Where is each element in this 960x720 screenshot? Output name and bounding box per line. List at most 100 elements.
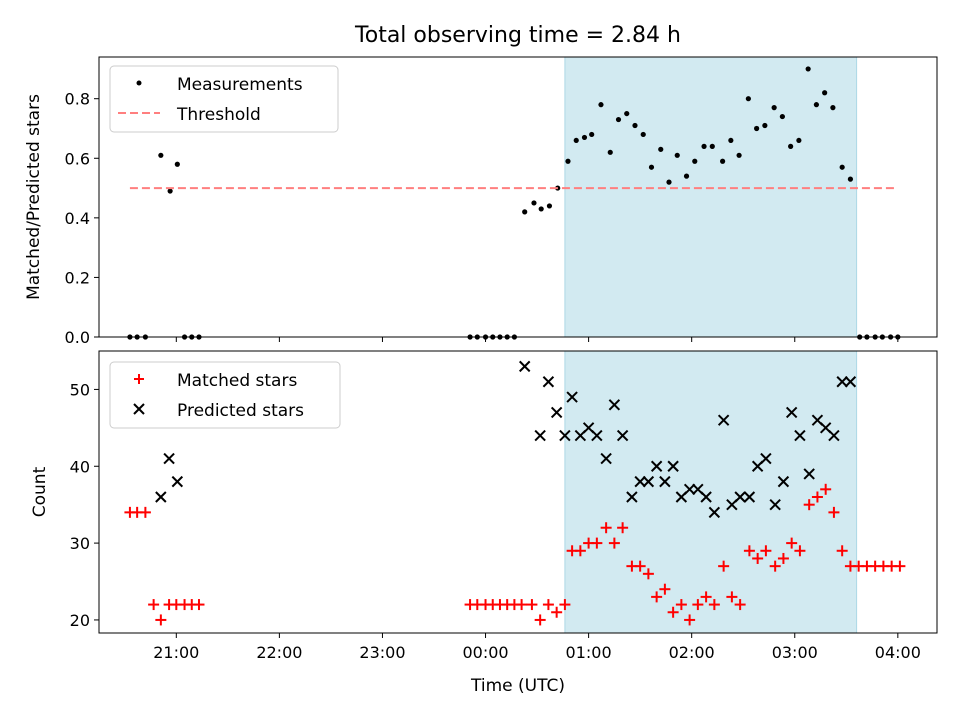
measurement-point	[754, 125, 760, 132]
predicted-stars-point	[708, 506, 721, 519]
count-y-tick-label: 50	[70, 380, 90, 399]
measurement-point	[847, 176, 854, 182]
count-y-tick-label: 20	[70, 611, 90, 630]
x-tick-label: 02:00	[669, 643, 715, 662]
measurement-point	[648, 164, 655, 170]
ratio-y-tick-label: 0.4	[65, 209, 90, 228]
matched-stars-point	[667, 606, 679, 618]
legend-predicted-marker	[133, 403, 145, 415]
ratio-legend-box	[109, 65, 339, 133]
legend-measurements-marker	[136, 80, 142, 86]
matched-stars-point	[734, 599, 746, 611]
predicted-stars-point	[642, 475, 655, 488]
ratio-y-tick-label: 0.0	[65, 328, 90, 347]
predicted-stars-point	[794, 429, 806, 442]
predicted-stars-point	[616, 429, 629, 442]
matched-stars-point	[700, 591, 712, 603]
predicted-stars-point	[828, 429, 840, 442]
x-tick-label: 22:00	[256, 643, 302, 662]
predicted-stars-point	[600, 452, 612, 465]
x-tick-label: 21:00	[153, 643, 199, 662]
x-tick-label: 23:00	[359, 643, 405, 662]
ratio-panel: 0.0 0.2 0.4 0.6 0.8 Measurements Threshold M…	[24, 56, 938, 347]
count-legend: Matched stars Predicted stars	[109, 361, 341, 429]
measurement-point	[174, 161, 180, 167]
measurement-point	[692, 158, 698, 164]
matched-stars-point	[591, 537, 603, 549]
matched-stars-point	[811, 491, 823, 503]
measurement-point	[779, 113, 785, 120]
x-tick-label: 04:00	[875, 643, 921, 662]
predicted-stars-point	[777, 475, 790, 488]
matched-stars-point	[828, 506, 840, 518]
count-panel: 20 30 40 50 21:00 22:00 23:00 00:00 01:00 02:00 03…	[30, 350, 938, 696]
predicted-stars-point	[650, 460, 663, 472]
measurement-point	[830, 105, 836, 111]
measurement-point	[822, 90, 828, 96]
count-y-axis-label: Count	[30, 466, 50, 517]
measurement-point	[674, 152, 680, 158]
measurement-point	[598, 102, 604, 108]
measurement-point	[709, 143, 715, 149]
measurement-point	[788, 143, 794, 149]
predicted-stars-point	[171, 475, 184, 488]
measurement-point	[607, 149, 613, 155]
count-legend-box	[109, 361, 341, 429]
predicted-stars-point	[566, 391, 578, 403]
matched-stars-point	[551, 606, 563, 618]
measurement-point	[167, 188, 173, 194]
matched-stars-point	[760, 545, 772, 557]
ratio-y-tick-label: 0.2	[65, 268, 90, 287]
measurement-point	[658, 146, 664, 152]
matched-stars-point	[642, 568, 654, 580]
measurement-point	[640, 131, 646, 138]
measurement-point	[581, 134, 588, 141]
predicted-stars-point	[844, 376, 857, 388]
matched-stars-point	[692, 599, 704, 611]
measurement-point	[745, 96, 751, 102]
matched-stars-point	[634, 560, 646, 572]
matched-stars-point	[617, 522, 629, 534]
predicted-stars-point	[518, 360, 531, 373]
matched-stars-point	[777, 552, 789, 564]
legend-matched-label: Matched stars	[177, 371, 297, 391]
matched-stars-point	[894, 560, 906, 572]
measurement-point	[538, 206, 544, 212]
matched-stars-point	[600, 522, 612, 534]
matched-stars-point	[659, 583, 671, 595]
predicted-stars-point	[534, 429, 546, 442]
measurement-point	[573, 137, 579, 144]
predicted-stars-point	[803, 468, 815, 480]
predicted-stars-point	[700, 491, 712, 503]
matched-stars-point	[820, 483, 832, 495]
predicted-stars-point	[591, 429, 603, 442]
matched-stars-point	[684, 614, 696, 626]
count-y-tick-label: 40	[70, 457, 90, 476]
predicted-stars-point	[836, 376, 848, 388]
predicted-stars-point	[163, 452, 175, 465]
matched-stars-point	[139, 506, 151, 518]
matched-stars-point	[708, 599, 720, 611]
legend-predicted-label: Predicted stars	[177, 401, 304, 421]
matched-stars-point	[574, 545, 586, 557]
measurement-point	[632, 122, 638, 129]
predicted-stars-point	[550, 406, 563, 419]
matched-stars-point	[148, 599, 160, 611]
predicted-stars-point	[659, 475, 671, 488]
matched-stars-point	[193, 599, 205, 611]
measurement-point	[813, 102, 820, 108]
measurement-point	[736, 152, 742, 158]
predicted-stars-point	[559, 429, 571, 442]
count-y-tick-label: 30	[70, 534, 90, 553]
matched-stars-point	[608, 537, 620, 549]
predicted-stars-point	[155, 491, 167, 503]
ratio-y-axis-label: Matched/Predicted stars	[24, 94, 44, 300]
ratio-y-tick-label: 0.8	[65, 90, 90, 109]
measurement-point	[796, 137, 802, 144]
measurement-point	[615, 116, 622, 123]
matched-stars-point	[542, 599, 554, 611]
predicted-stars-point	[626, 491, 638, 503]
ratio-plot-frame	[98, 56, 938, 338]
matched-stars-point	[155, 614, 167, 626]
predicted-stars-point	[717, 414, 730, 426]
